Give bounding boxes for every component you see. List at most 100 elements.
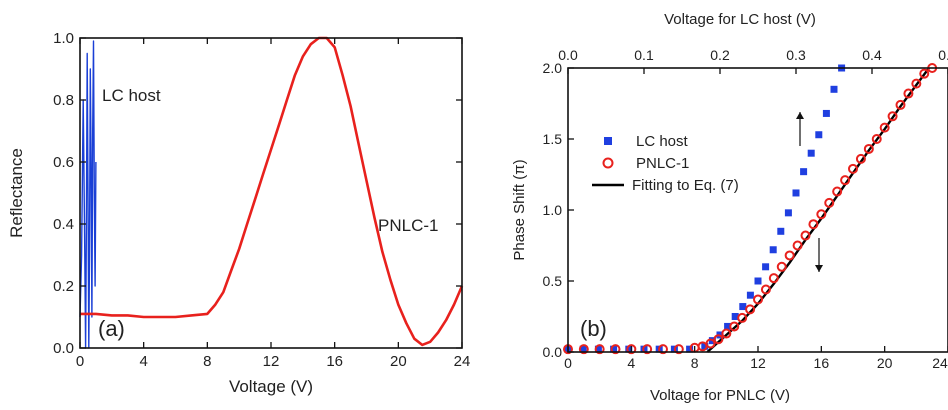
legend-marker-pnlc-1: [602, 157, 614, 169]
point-pnlc-1: [610, 344, 621, 355]
point-pnlc-1: [594, 344, 605, 355]
point-pnlc-1: [578, 344, 589, 355]
y-tick-label: 0.6: [53, 154, 74, 171]
panel-a-x-label: Voltage (V): [229, 377, 313, 396]
y-tick-label: 0.2: [53, 278, 74, 295]
point-pnlc-1: [776, 261, 787, 272]
panel-a-frame: [79, 37, 463, 349]
x-tick-label: 0: [564, 355, 572, 371]
point-lc-host: [800, 168, 808, 176]
panel-b-top-x-ticks: 0.0 0.1 0.2 0.3 0.4 0.5: [558, 47, 948, 74]
legend-label: PNLC-1: [636, 155, 689, 172]
point-lc-host: [762, 263, 770, 271]
point-lc-host: [739, 303, 747, 311]
point-lc-host: [784, 209, 792, 217]
panel-b-bottom-x-ticks: 0 4 8 12 16 20 24: [564, 346, 948, 371]
y-tick-label: 1.0: [53, 30, 74, 47]
top-x-tick-label: 0.0: [558, 47, 578, 63]
panel-a-y-label: Reflectance: [7, 148, 26, 238]
y-tick-label: 0.0: [53, 340, 74, 357]
point-pnlc-1: [824, 197, 835, 208]
y-tick-label: 0.4: [53, 216, 74, 233]
legend-label: LC host: [636, 133, 689, 150]
y-tick-label: 1.5: [543, 131, 563, 147]
arrow-head: [796, 112, 804, 119]
x-tick-label: 24: [454, 353, 471, 370]
point-lc-host: [594, 345, 602, 353]
y-tick-label: 0.0: [543, 344, 563, 360]
point-pnlc-1: [768, 273, 779, 284]
x-tick-label: 12: [750, 355, 766, 371]
legend-marker-lc-host: [604, 137, 612, 145]
point-lc-host: [731, 313, 739, 320]
point-lc-host: [579, 345, 587, 353]
panel-a: 0 4 8 12 16 20 24 0.0 0.2 0.4 0.6 0.8 1.0 Voltage (…: [7, 30, 470, 396]
x-tick-label: 24: [932, 355, 948, 371]
panel-b-y-ticks: 0.0 0.5 1.0 1.5 2.0: [543, 60, 574, 360]
point-pnlc-1: [871, 134, 882, 144]
x-tick-label: 4: [139, 353, 147, 370]
top-x-tick-label: 0.3: [786, 47, 806, 63]
point-lc-host: [610, 345, 618, 353]
panel-b-arrows: [796, 112, 823, 272]
point-lc-host: [777, 227, 785, 235]
point-pnlc-1: [863, 143, 874, 154]
point-lc-host: [830, 85, 838, 93]
point-pnlc-1: [792, 240, 803, 251]
point-pnlc-1: [808, 219, 819, 230]
y-tick-label: 0.5: [543, 273, 563, 289]
point-pnlc-1: [784, 250, 795, 261]
point-pnlc-1: [895, 99, 906, 110]
legend-label: Fitting to Eq. (7): [632, 177, 739, 194]
point-pnlc-1: [642, 344, 653, 355]
panel-b-label: (b): [580, 316, 607, 341]
point-pnlc-1: [816, 209, 827, 220]
x-tick-label: 0: [76, 353, 84, 370]
top-x-tick-label: 0.2: [710, 47, 730, 63]
y-tick-label: 1.0: [543, 202, 563, 218]
top-x-tick-label: 0.4: [862, 47, 882, 63]
point-lc-host: [807, 149, 815, 157]
point-pnlc-1: [848, 163, 858, 174]
panel-b-frame: [567, 67, 948, 353]
point-lc-host: [701, 342, 709, 350]
point-pnlc-1: [673, 344, 684, 355]
point-pnlc-1: [911, 78, 922, 89]
panel-b-legend: LC host PNLC-1 Fitting to Eq. (7): [592, 133, 739, 194]
point-pnlc-1: [729, 321, 740, 332]
point-lc-host: [754, 277, 762, 285]
panel-a-x-ticks: 0 4 8 12 16 20 24: [76, 38, 471, 370]
point-lc-host: [625, 345, 633, 353]
point-pnlc-1: [721, 328, 732, 339]
x-tick-label: 20: [390, 353, 407, 370]
panel-b-plot-area: [563, 63, 938, 355]
point-pnlc-1: [903, 88, 914, 99]
x-tick-label: 8: [203, 353, 211, 370]
point-pnlc-1: [705, 338, 716, 349]
point-pnlc-1: [658, 344, 668, 355]
arrow-head: [815, 265, 823, 272]
point-pnlc-1: [840, 175, 851, 186]
annotation-pnlc-1: PNLC-1: [378, 216, 438, 235]
top-x-tick-label: 0.5: [938, 47, 948, 63]
point-lc-host: [815, 131, 823, 139]
panel-b-y-label: Phase Shift (π): [511, 159, 528, 260]
x-tick-label: 12: [263, 353, 280, 370]
point-pnlc-1: [832, 186, 843, 197]
point-pnlc-1: [855, 153, 866, 164]
point-lc-host: [686, 345, 694, 353]
point-pnlc-1: [760, 284, 771, 295]
annotation-lc-host: LC host: [102, 86, 161, 105]
point-pnlc-1: [745, 304, 756, 315]
x-tick-label: 16: [814, 355, 830, 371]
series-line-lc-host: [79, 40, 97, 349]
panel-a-label: (a): [98, 316, 125, 341]
point-lc-host: [746, 291, 754, 299]
panel-b-x-label: Voltage for PNLC (V): [650, 387, 790, 404]
panel-a-plot-area: [79, 36, 464, 349]
panel-b-top-x-label: Voltage for LC host (V): [664, 11, 816, 28]
point-lc-host: [769, 246, 777, 254]
x-tick-label: 8: [691, 355, 699, 371]
series-line-pnlc-1: [80, 36, 464, 347]
